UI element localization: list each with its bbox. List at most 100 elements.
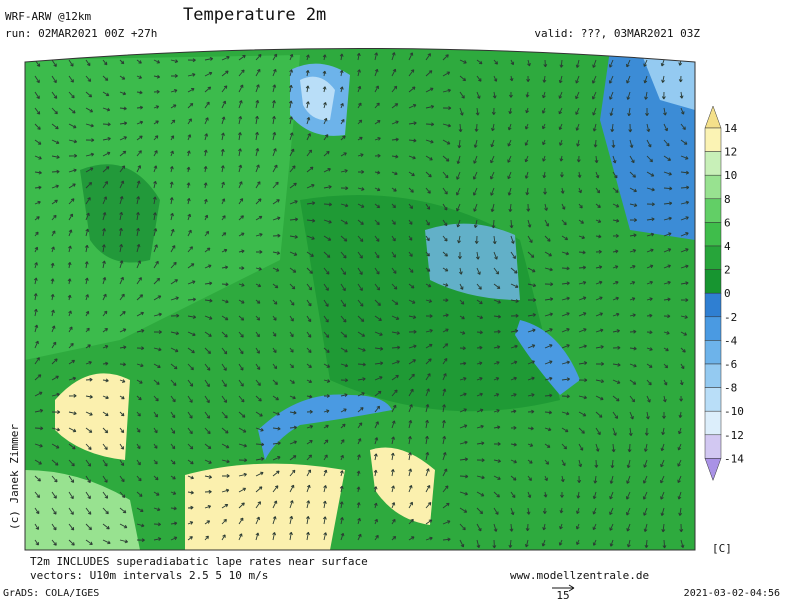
wind-arrow bbox=[663, 248, 672, 253]
wind-arrow bbox=[374, 203, 381, 209]
warm-area bbox=[370, 447, 435, 525]
wind-arrow bbox=[678, 411, 683, 418]
colorbar-segment bbox=[704, 269, 722, 294]
wind-arrow bbox=[170, 212, 174, 221]
wind-arrow bbox=[289, 379, 295, 384]
wind-arrow bbox=[374, 267, 380, 275]
wind-arrow bbox=[51, 523, 57, 531]
wind-arrow bbox=[473, 203, 478, 212]
wind-arrow bbox=[612, 296, 619, 301]
wind-arrow bbox=[524, 139, 529, 146]
wind-arrow bbox=[408, 329, 417, 334]
wind-arrow bbox=[68, 91, 75, 99]
wind-arrow bbox=[238, 215, 244, 221]
wind-arrow bbox=[490, 155, 495, 164]
wind-arrow bbox=[507, 187, 512, 196]
wind-arrow bbox=[646, 395, 651, 403]
wind-arrow bbox=[51, 459, 59, 466]
wind-arrow bbox=[374, 85, 379, 93]
wind-arrow bbox=[85, 475, 91, 484]
wind-arrow bbox=[660, 475, 665, 484]
wind-arrow bbox=[323, 379, 331, 383]
wind-arrow bbox=[272, 500, 278, 509]
wind-arrow bbox=[238, 487, 247, 493]
wind-arrow bbox=[646, 155, 653, 163]
wind-arrow bbox=[542, 91, 546, 99]
wind-arrow bbox=[663, 216, 672, 221]
wind-arrow bbox=[238, 54, 246, 61]
wind-arrow bbox=[187, 102, 194, 109]
wind-arrow bbox=[374, 390, 382, 397]
wind-arrow bbox=[561, 459, 566, 467]
wind-arrow bbox=[323, 267, 330, 275]
wind-arrow bbox=[646, 123, 651, 133]
wind-arrow bbox=[629, 249, 637, 253]
wind-arrow bbox=[357, 85, 362, 93]
wind-arrow bbox=[592, 539, 597, 546]
wind-arrow bbox=[306, 283, 313, 291]
wind-arrow bbox=[543, 59, 548, 68]
wind-arrow bbox=[525, 187, 530, 196]
wind-arrow bbox=[510, 329, 519, 333]
wind-arrow bbox=[629, 346, 637, 351]
wind-arrow bbox=[272, 68, 277, 77]
wind-arrow bbox=[255, 315, 261, 321]
wind-arrow bbox=[34, 491, 40, 499]
wind-arrow bbox=[51, 230, 56, 237]
wind-arrow bbox=[136, 427, 141, 433]
wind-arrow bbox=[476, 299, 483, 305]
wind-arrow bbox=[34, 391, 43, 397]
wind-arrow bbox=[408, 501, 413, 509]
wind-arrow bbox=[626, 475, 631, 484]
wind-arrow bbox=[493, 523, 498, 532]
wind-arrow bbox=[541, 107, 546, 114]
wind-arrow bbox=[204, 133, 209, 141]
wind-arrow bbox=[51, 392, 60, 397]
wind-arrow bbox=[289, 425, 298, 430]
wind-arrow bbox=[374, 346, 384, 351]
wind-arrow bbox=[644, 539, 649, 548]
wind-arrow bbox=[255, 115, 259, 125]
wind-arrow bbox=[542, 507, 547, 514]
wind-arrow bbox=[442, 328, 449, 333]
wind-arrow bbox=[578, 427, 585, 434]
wind-arrow bbox=[255, 53, 262, 61]
wind-arrow bbox=[643, 75, 648, 84]
wind-arrow bbox=[459, 491, 468, 496]
wind-arrow bbox=[255, 427, 264, 432]
colorbar-label: 6 bbox=[724, 216, 731, 229]
wind-arrow bbox=[459, 377, 467, 381]
wind-arrow bbox=[374, 235, 380, 242]
wind-arrow bbox=[288, 100, 293, 109]
wind-arrow bbox=[153, 363, 161, 369]
wind-arrow bbox=[561, 360, 570, 365]
wind-arrow bbox=[391, 137, 399, 142]
wind-arrow bbox=[170, 59, 179, 64]
wind-arrow bbox=[272, 532, 277, 541]
wind-arrow bbox=[289, 217, 299, 222]
wind-arrow bbox=[578, 443, 584, 451]
wind-arrow bbox=[374, 52, 379, 61]
wind-arrow bbox=[643, 523, 648, 532]
wind-arrow bbox=[34, 123, 41, 130]
wind-arrow bbox=[575, 123, 580, 131]
wind-arrow bbox=[660, 491, 665, 500]
wind-arrow bbox=[220, 148, 225, 157]
wind-arrow bbox=[391, 120, 399, 125]
wind-arrow bbox=[493, 329, 501, 334]
wind-arrow bbox=[408, 267, 414, 273]
wind-arrow bbox=[425, 171, 432, 178]
wind-arrow bbox=[391, 389, 398, 397]
wind-arrow bbox=[527, 267, 536, 273]
wind-arrow bbox=[323, 454, 328, 461]
wind-arrow bbox=[306, 439, 313, 445]
wind-arrow bbox=[153, 522, 161, 527]
wind-arrow bbox=[34, 231, 39, 237]
wind-arrow bbox=[323, 134, 329, 141]
footer-software: GrADS: COLA/IGES bbox=[3, 588, 99, 599]
wind-arrow bbox=[153, 260, 159, 269]
wind-arrow bbox=[408, 219, 413, 225]
wind-arrow bbox=[204, 214, 209, 221]
wind-arrow bbox=[50, 262, 55, 269]
